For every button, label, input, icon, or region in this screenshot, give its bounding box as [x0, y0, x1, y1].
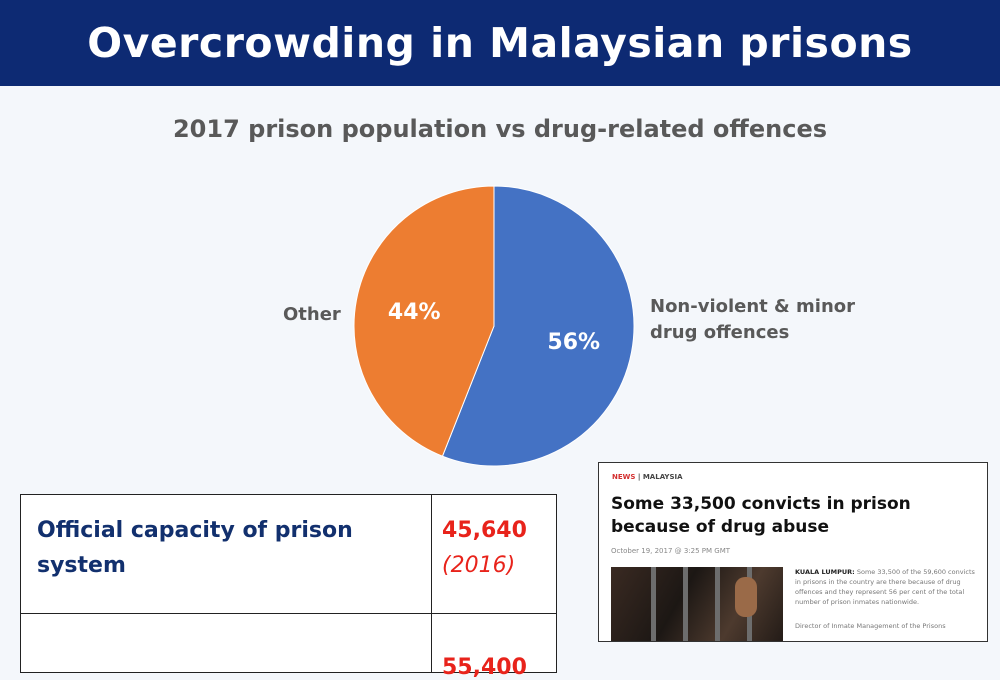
header-banner: Overcrowding in Malaysian prisons [0, 0, 1000, 86]
table-cell-value: 45,640 (2016) [431, 494, 557, 614]
news-body: KUALA LUMPUR: Some 33,500 of the 59,600 … [795, 568, 975, 606]
pie-chart: 56% 44% [353, 185, 635, 467]
table-cell-label: Official capacity of prison system [20, 494, 432, 614]
pie-data-label-1: 44% [388, 300, 441, 325]
pie-data-label-0: 56% [547, 330, 600, 355]
capacity-table: Official capacity of prison system 45,64… [20, 494, 557, 680]
news-body-continued: Director of Inmate Management of the Pri… [795, 622, 946, 630]
news-clipping: NEWS | MALAYSIA Some 33,500 convicts in … [598, 462, 988, 642]
capacity-value: 45,640 [442, 518, 527, 543]
prison-bars-photo [611, 567, 783, 641]
chart-title: 2017 prison population vs drug-related o… [172, 115, 828, 143]
pie-slice-1 [353, 185, 495, 457]
pie-slice-0 [441, 185, 635, 467]
news-date: October 19, 2017 @ 3:25 PM GMT [611, 547, 731, 555]
page-title: Overcrowding in Malaysian prisons [87, 19, 913, 67]
table-cell-label [20, 613, 432, 673]
slice-label-drug-offences: Non-violent & minor drug offences [650, 296, 855, 343]
table-row: Official capacity of prison system 45,64… [20, 494, 557, 614]
news-section-tag: NEWS | MALAYSIA [612, 473, 683, 481]
table-cell-value: 55,400 [431, 613, 557, 680]
capacity-year: (2016) [442, 553, 516, 578]
table-row: 55,400 [20, 613, 557, 680]
hand-icon [735, 577, 757, 617]
slice-label-other: Other [283, 304, 341, 325]
population-value: 55,400 [442, 655, 527, 680]
news-headline: Some 33,500 convicts in prison because o… [611, 494, 911, 537]
